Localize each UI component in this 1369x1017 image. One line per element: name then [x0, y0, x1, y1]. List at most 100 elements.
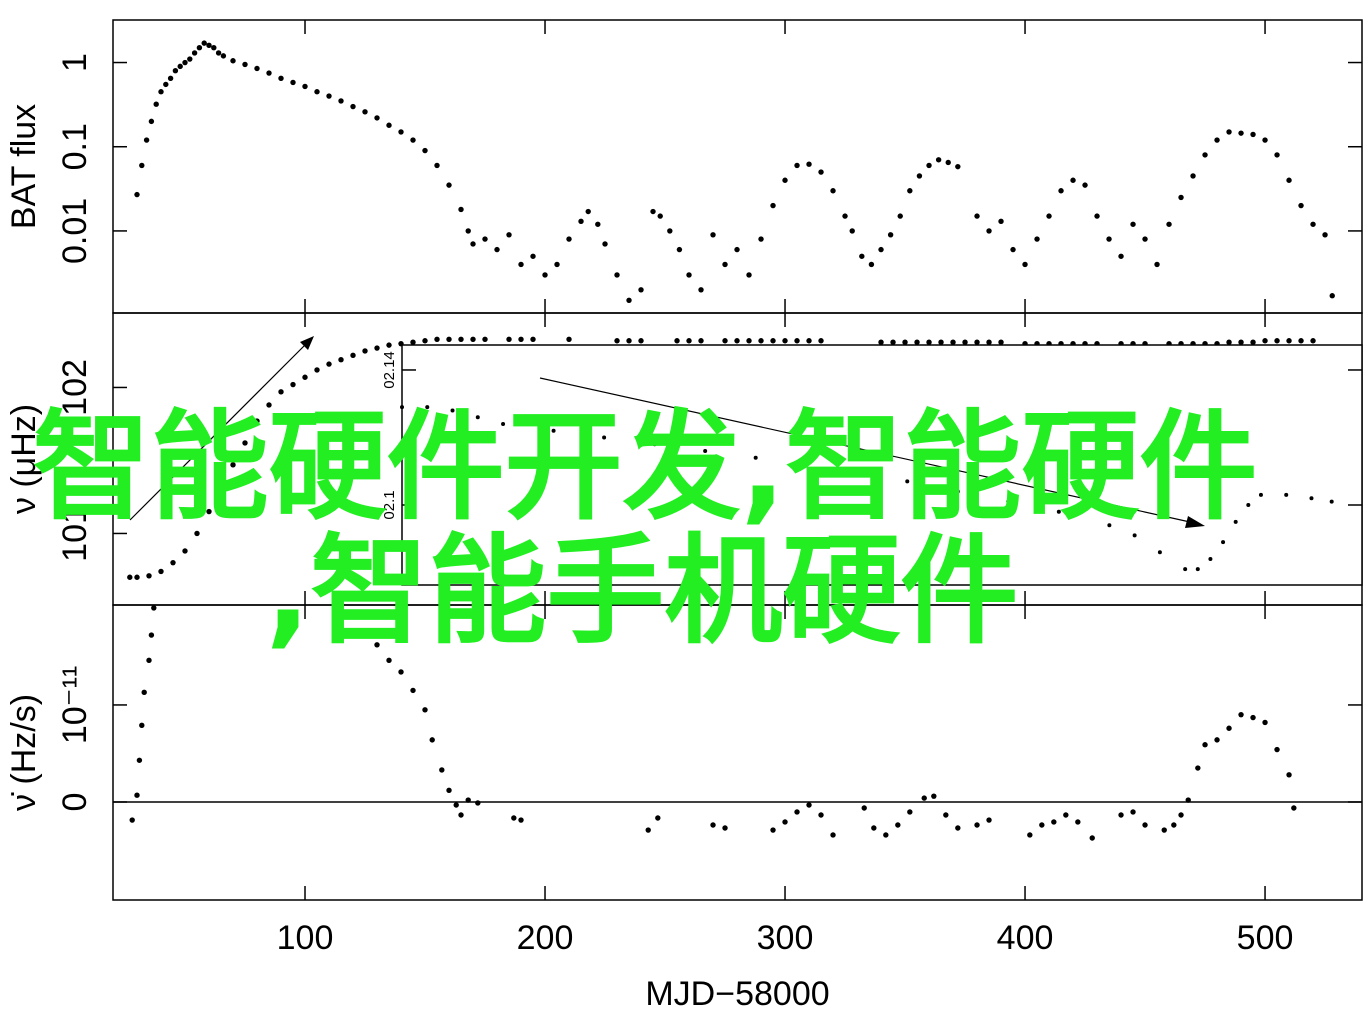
data-point: [206, 42, 212, 49]
data-point: [139, 722, 145, 729]
data-point: [146, 573, 152, 579]
data-point: [638, 287, 644, 293]
data-point: [698, 287, 704, 293]
data-point: [1190, 173, 1196, 179]
data-point: [1208, 557, 1213, 562]
data-point: [585, 208, 591, 215]
data-point: [818, 169, 824, 175]
data-point: [398, 669, 404, 675]
x-tick-label: 100: [277, 919, 334, 957]
data-point: [722, 338, 728, 344]
data-point: [127, 574, 133, 580]
data-point: [998, 218, 1004, 225]
data-point: [177, 63, 183, 70]
data-point: [1161, 827, 1167, 833]
data-point: [1082, 182, 1088, 188]
data-point: [196, 45, 203, 51]
data-point: [206, 508, 212, 515]
data-point: [230, 462, 236, 468]
data-point: [143, 137, 150, 143]
data-point: [638, 338, 644, 344]
data-point: [770, 827, 776, 833]
data-point: [158, 568, 164, 575]
data-point: [926, 162, 932, 169]
data-point: [710, 232, 716, 238]
data-point: [278, 75, 284, 81]
data-point: [938, 339, 944, 345]
panel-frame: [112, 604, 1363, 901]
data-point: [746, 338, 752, 344]
data-point: [1178, 812, 1184, 818]
data-point: [602, 435, 607, 440]
data-point: [1226, 129, 1232, 135]
data-point: [398, 129, 404, 135]
data-point: [218, 486, 224, 493]
data-point: [902, 339, 908, 345]
data-point: [148, 632, 155, 638]
data-point: [842, 213, 848, 219]
data-point: [698, 338, 704, 344]
data-point: [134, 191, 140, 198]
data-point: [172, 67, 179, 74]
data-point: [314, 89, 320, 95]
data-point: [986, 817, 992, 823]
data-point: [859, 253, 865, 259]
data-point: [134, 574, 140, 580]
data-point: [278, 389, 284, 395]
data-point: [1298, 202, 1304, 209]
data-point: [1274, 338, 1280, 344]
data-point: [170, 559, 176, 566]
data-point: [511, 815, 517, 821]
data-point: [1226, 339, 1232, 345]
data-point: [806, 161, 812, 167]
data-point: [1107, 523, 1112, 528]
data-point: [148, 118, 155, 125]
data-point: [770, 202, 776, 209]
data-point: [1286, 177, 1292, 183]
data-point: [146, 657, 152, 664]
data-point: [974, 339, 980, 345]
data-point: [1262, 338, 1268, 344]
data-point: [410, 687, 416, 694]
data-point: [614, 272, 620, 278]
data-point: [878, 339, 884, 345]
data-point: [626, 297, 632, 304]
data-point: [439, 767, 445, 773]
data-point: [290, 79, 296, 86]
data-point: [854, 469, 859, 474]
data-point: [734, 246, 740, 253]
data-point: [686, 272, 692, 278]
data-point: [955, 163, 961, 170]
data-point: [518, 261, 524, 268]
data-point: [806, 802, 812, 808]
data-point: [482, 336, 488, 342]
data-point: [734, 338, 740, 344]
data-point: [830, 832, 836, 838]
data-point: [1238, 339, 1244, 345]
data-point: [158, 89, 164, 95]
data-point: [1322, 232, 1328, 238]
data-point: [1183, 567, 1188, 572]
data-point: [861, 805, 867, 811]
data-point: [215, 50, 222, 56]
data-point: [1051, 819, 1057, 825]
data-point: [1178, 194, 1184, 201]
data-point: [950, 339, 956, 345]
data-point: [475, 415, 480, 420]
data-point: [1056, 509, 1061, 514]
data-point: [962, 339, 968, 345]
data-point: [887, 232, 894, 238]
data-point: [921, 795, 927, 801]
data-point: [386, 122, 392, 128]
data-point: [657, 213, 663, 219]
data-point: [350, 103, 356, 110]
inset-frame: [401, 344, 1363, 586]
data-point: [1202, 152, 1208, 158]
data-point: [422, 707, 428, 713]
overlay-text: ,智能手机硬件: [266, 522, 1019, 660]
data-point: [1262, 719, 1268, 726]
data-point: [626, 338, 632, 344]
data-point: [703, 448, 708, 453]
data-point: [1274, 746, 1280, 753]
